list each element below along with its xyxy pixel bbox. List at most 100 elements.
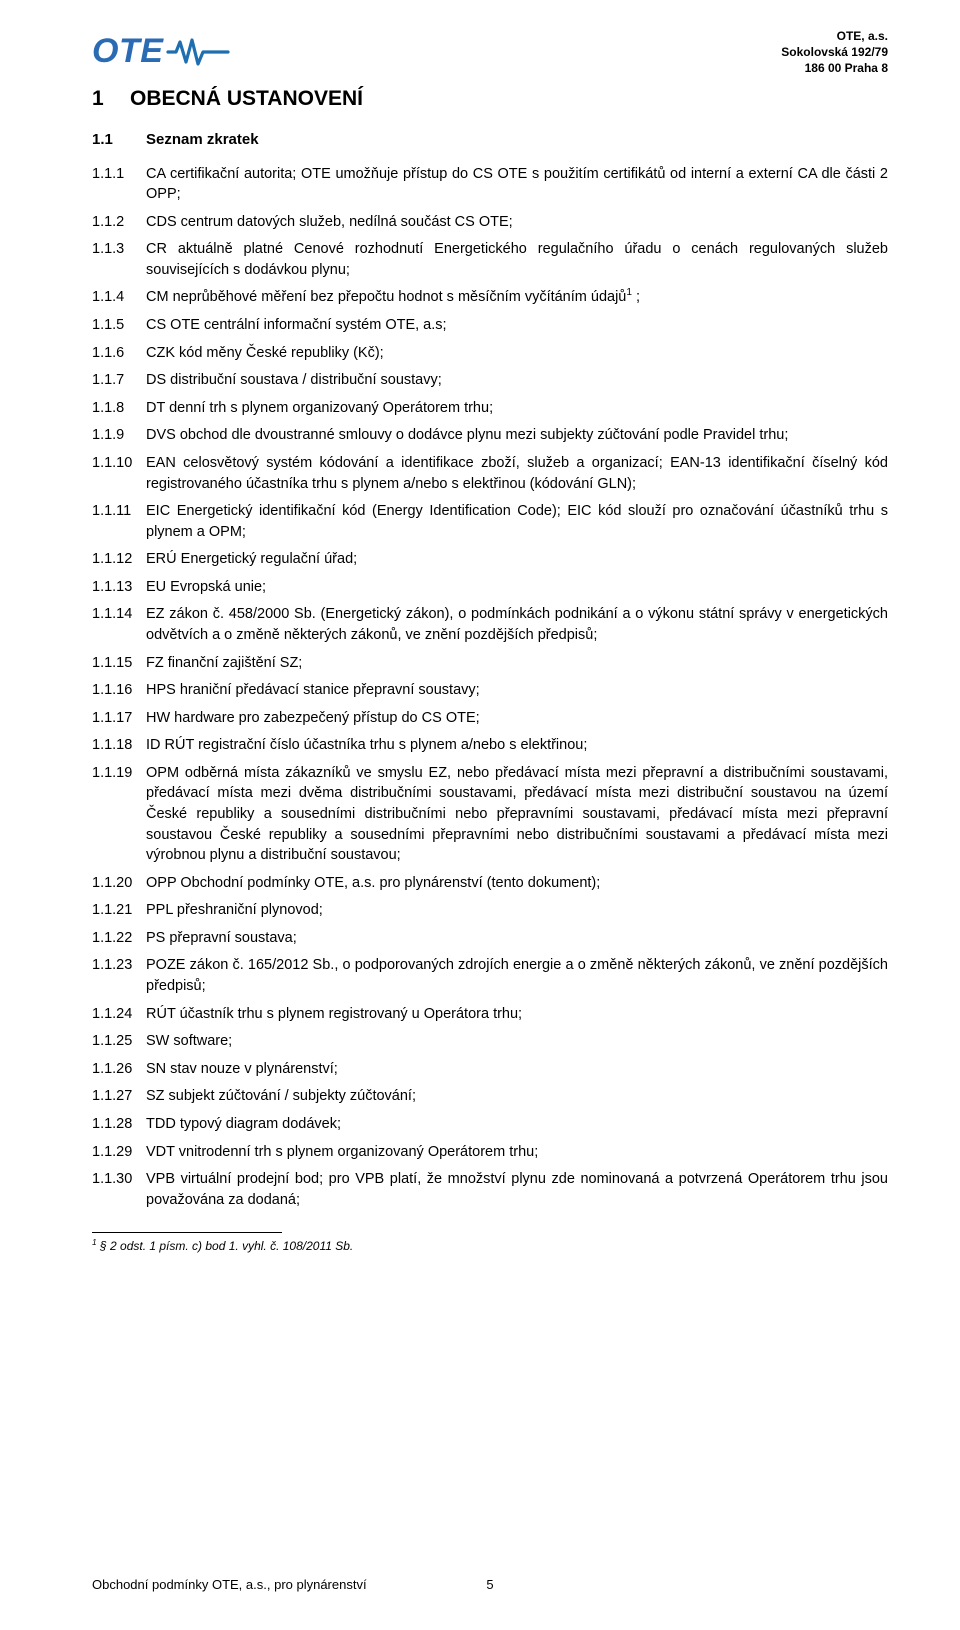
item-number: 1.1.25: [92, 1031, 146, 1052]
item-text: CZK kód měny České republiky (Kč);: [146, 343, 888, 364]
list-item: 1.1.5CS OTE centrální informační systém …: [92, 315, 888, 336]
item-text: CA certifikační autorita; OTE umožňuje p…: [146, 164, 888, 205]
item-number: 1.1.7: [92, 370, 146, 391]
item-text: PPL přeshraniční plynovod;: [146, 900, 888, 921]
item-number: 1.1.19: [92, 763, 146, 866]
item-number: 1.1.28: [92, 1114, 146, 1135]
brand-logo: OTE: [92, 34, 230, 68]
item-text: EZ zákon č. 458/2000 Sb. (Energetický zá…: [146, 604, 888, 645]
item-text: POZE zákon č. 165/2012 Sb., o podporovan…: [146, 955, 888, 996]
item-number: 1.1.18: [92, 735, 146, 756]
item-text: DT denní trh s plynem organizovaný Operá…: [146, 398, 888, 419]
list-item: 1.1.12ERÚ Energetický regulační úřad;: [92, 549, 888, 570]
list-item: 1.1.20OPP Obchodní podmínky OTE, a.s. pr…: [92, 873, 888, 894]
company-name: OTE, a.s.: [781, 28, 888, 44]
item-number: 1.1.27: [92, 1086, 146, 1107]
page-header: OTE OTE, a.s. Sokolovská 192/79 186 00 P…: [92, 28, 888, 77]
footnote-text: § 2 odst. 1 písm. c) bod 1. vyhl. č. 108…: [97, 1239, 354, 1253]
item-number: 1.1.1: [92, 164, 146, 205]
list-item: 1.1.3CR aktuálně platné Cenové rozhodnut…: [92, 239, 888, 280]
item-number: 1.1.20: [92, 873, 146, 894]
item-number: 1.1.21: [92, 900, 146, 921]
item-text: VDT vnitrodenní trh s plynem organizovan…: [146, 1142, 888, 1163]
item-text: ID RÚT registrační číslo účastníka trhu …: [146, 735, 888, 756]
item-text: FZ finanční zajištění SZ;: [146, 653, 888, 674]
item-text: HPS hraniční předávací stanice přepravní…: [146, 680, 888, 701]
brand-name: OTE: [92, 34, 163, 68]
item-number: 1.1.24: [92, 1004, 146, 1025]
list-item: 1.1.8DT denní trh s plynem organizovaný …: [92, 398, 888, 419]
list-item: 1.1.2CDS centrum datových služeb, nedíln…: [92, 212, 888, 233]
item-text: CR aktuálně platné Cenové rozhodnutí Ene…: [146, 239, 888, 280]
item-text: PS přepravní soustava;: [146, 928, 888, 949]
list-item: 1.1.17HW hardware pro zabezpečený přístu…: [92, 708, 888, 729]
address-line-2: 186 00 Praha 8: [781, 60, 888, 76]
item-number: 1.1.30: [92, 1169, 146, 1210]
item-number: 1.1.11: [92, 501, 146, 542]
item-text: VPB virtuální prodejní bod; pro VPB plat…: [146, 1169, 888, 1210]
item-number: 1.1.10: [92, 453, 146, 494]
page-footer: Obchodní podmínky OTE, a.s., pro plynáre…: [92, 1577, 888, 1592]
footer-left: Obchodní podmínky OTE, a.s., pro plynáre…: [92, 1577, 367, 1592]
page-number: 5: [486, 1577, 493, 1592]
item-text: EIC Energetický identifikační kód (Energ…: [146, 501, 888, 542]
address-line-1: Sokolovská 192/79: [781, 44, 888, 60]
item-text: OPP Obchodní podmínky OTE, a.s. pro plyn…: [146, 873, 888, 894]
list-item: 1.1.25SW software;: [92, 1031, 888, 1052]
section-heading: 1OBECNÁ USTANOVENÍ: [92, 87, 888, 111]
item-number: 1.1.17: [92, 708, 146, 729]
item-number: 1.1.16: [92, 680, 146, 701]
list-item: 1.1.11EIC Energetický identifikační kód …: [92, 501, 888, 542]
list-item: 1.1.13EU Evropská unie;: [92, 577, 888, 598]
item-text: SW software;: [146, 1031, 888, 1052]
footnote-separator: [92, 1232, 282, 1233]
item-text: ERÚ Energetický regulační úřad;: [146, 549, 888, 570]
section-title: OBECNÁ USTANOVENÍ: [130, 87, 363, 110]
item-text: RÚT účastník trhu s plynem registrovaný …: [146, 1004, 888, 1025]
item-number: 1.1.9: [92, 425, 146, 446]
item-number: 1.1.8: [92, 398, 146, 419]
list-item: 1.1.4CM neprůběhové měření bez přepočtu …: [92, 287, 888, 308]
list-item: 1.1.18ID RÚT registrační číslo účastníka…: [92, 735, 888, 756]
item-text: CS OTE centrální informační systém OTE, …: [146, 315, 888, 336]
item-number: 1.1.12: [92, 549, 146, 570]
item-text: CM neprůběhové měření bez přepočtu hodno…: [146, 287, 888, 308]
list-item: 1.1.6CZK kód měny České republiky (Kč);: [92, 343, 888, 364]
footnote: 1 § 2 odst. 1 písm. c) bod 1. vyhl. č. 1…: [92, 1239, 888, 1253]
item-number: 1.1.15: [92, 653, 146, 674]
item-number: 1.1.22: [92, 928, 146, 949]
item-number: 1.1.3: [92, 239, 146, 280]
list-item: 1.1.26SN stav nouze v plynárenství;: [92, 1059, 888, 1080]
list-item: 1.1.22PS přepravní soustava;: [92, 928, 888, 949]
list-item: 1.1.9DVS obchod dle dvoustranné smlouvy …: [92, 425, 888, 446]
item-number: 1.1.6: [92, 343, 146, 364]
subsection-number: 1.1: [92, 131, 146, 148]
list-item: 1.1.10EAN celosvětový systém kódování a …: [92, 453, 888, 494]
list-item: 1.1.16HPS hraniční předávací stanice pře…: [92, 680, 888, 701]
section-number: 1: [92, 87, 130, 111]
list-item: 1.1.19OPM odběrná místa zákazníků ve smy…: [92, 763, 888, 866]
item-text: DVS obchod dle dvoustranné smlouvy o dod…: [146, 425, 888, 446]
list-item: 1.1.21PPL přeshraniční plynovod;: [92, 900, 888, 921]
item-number: 1.1.2: [92, 212, 146, 233]
item-text: HW hardware pro zabezpečený přístup do C…: [146, 708, 888, 729]
subsection-title: Seznam zkratek: [146, 131, 259, 148]
list-item: 1.1.29VDT vnitrodenní trh s plynem organ…: [92, 1142, 888, 1163]
list-item: 1.1.30VPB virtuální prodejní bod; pro VP…: [92, 1169, 888, 1210]
list-item: 1.1.23POZE zákon č. 165/2012 Sb., o podp…: [92, 955, 888, 996]
item-text: SN stav nouze v plynárenství;: [146, 1059, 888, 1080]
item-text: DS distribuční soustava / distribuční so…: [146, 370, 888, 391]
item-number: 1.1.23: [92, 955, 146, 996]
list-item: 1.1.14EZ zákon č. 458/2000 Sb. (Energeti…: [92, 604, 888, 645]
item-number: 1.1.14: [92, 604, 146, 645]
item-number: 1.1.5: [92, 315, 146, 336]
item-number: 1.1.4: [92, 287, 146, 308]
definition-list: 1.1.1CA certifikační autorita; OTE umožň…: [92, 164, 888, 1211]
company-address: OTE, a.s. Sokolovská 192/79 186 00 Praha…: [781, 28, 888, 77]
item-number: 1.1.29: [92, 1142, 146, 1163]
list-item: 1.1.7DS distribuční soustava / distribuč…: [92, 370, 888, 391]
item-number: 1.1.26: [92, 1059, 146, 1080]
list-item: 1.1.15FZ finanční zajištění SZ;: [92, 653, 888, 674]
item-text: EU Evropská unie;: [146, 577, 888, 598]
item-text: CDS centrum datových služeb, nedílná sou…: [146, 212, 888, 233]
